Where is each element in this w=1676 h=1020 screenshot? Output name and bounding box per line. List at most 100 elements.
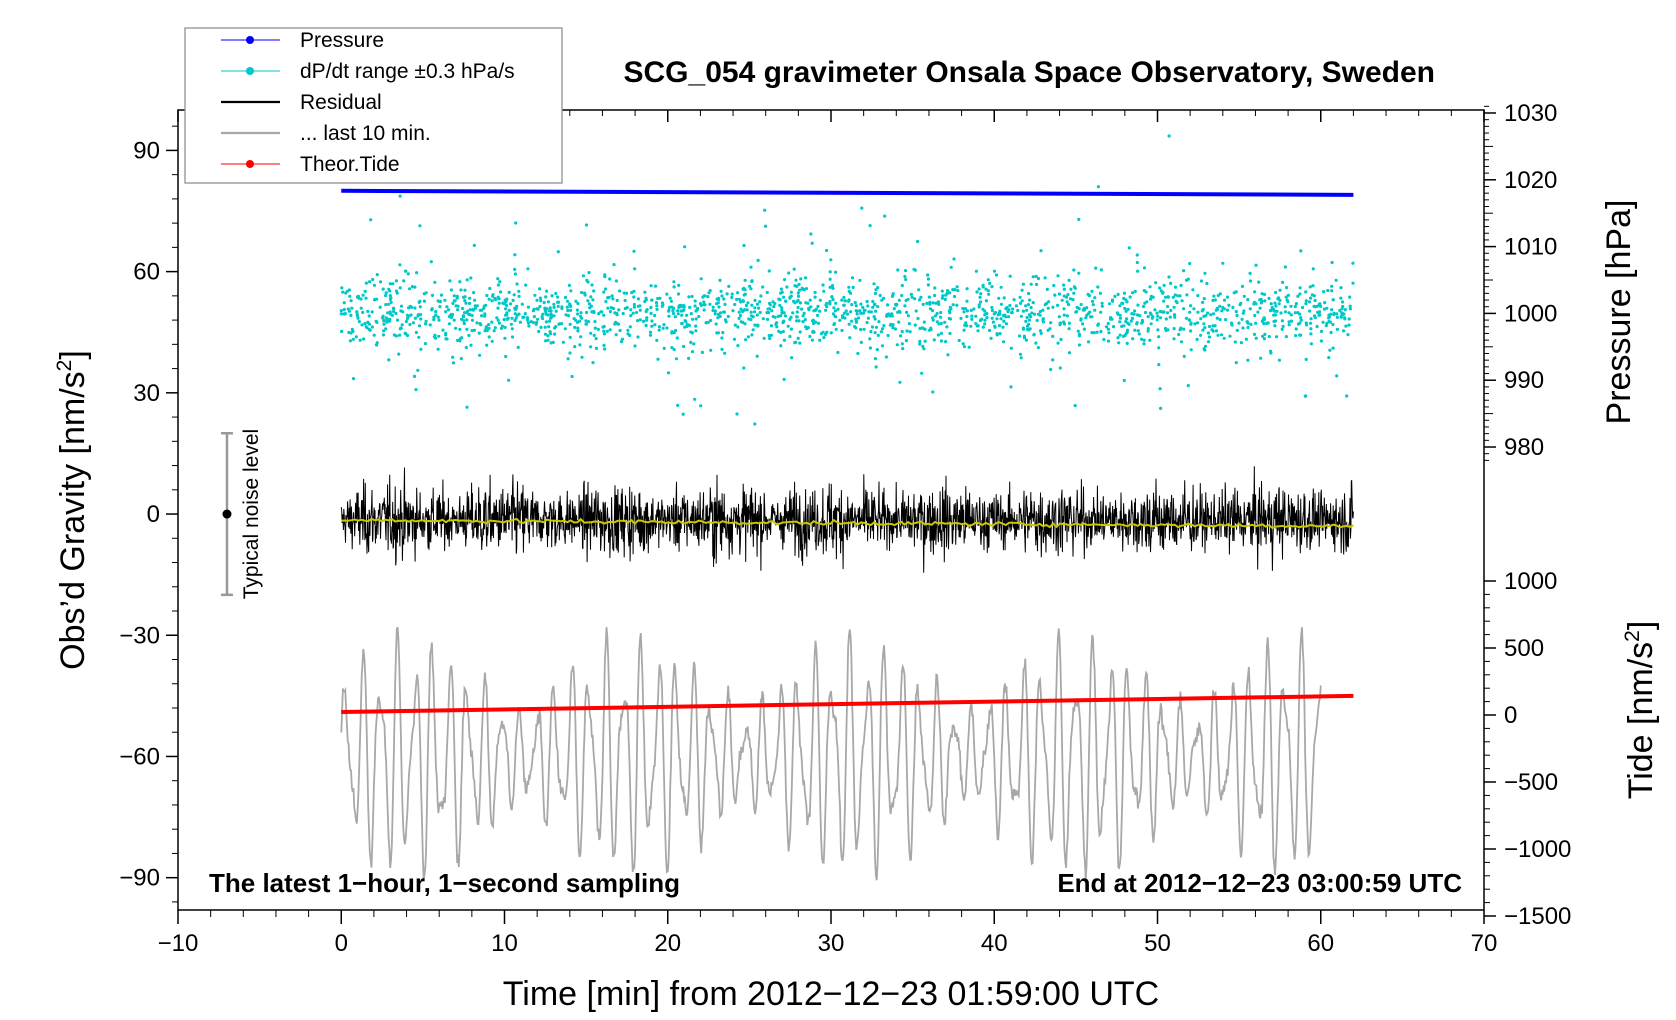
dpdt-point xyxy=(1144,290,1148,294)
dpdt-point xyxy=(1274,313,1278,317)
dpdt-point xyxy=(1173,285,1178,289)
dpdt-point xyxy=(737,316,741,320)
dpdt-point xyxy=(445,305,449,309)
dpdt-point xyxy=(986,289,990,293)
dpdt-point xyxy=(1274,290,1278,295)
dpdt-point xyxy=(985,316,989,320)
dpdt-point xyxy=(1239,341,1243,345)
tide-tick-label: 0 xyxy=(1504,702,1517,729)
dpdt-point xyxy=(792,299,796,303)
dpdt-point xyxy=(1018,334,1022,338)
dpdt-point xyxy=(545,289,549,293)
dpdt-point xyxy=(969,308,973,312)
dpdt-point xyxy=(576,326,580,330)
dpdt-point xyxy=(926,277,931,281)
dpdt-point xyxy=(668,305,672,309)
dpdt-point xyxy=(834,315,838,319)
dpdt-point xyxy=(429,260,433,264)
dpdt-point xyxy=(836,350,840,355)
dpdt-point xyxy=(676,309,680,313)
dpdt-point xyxy=(1338,309,1342,313)
dpdt-point xyxy=(645,316,649,320)
tide-tick-label: 500 xyxy=(1504,635,1544,662)
dpdt-point xyxy=(1316,310,1320,314)
dpdt-point xyxy=(1140,337,1144,341)
dpdt-point xyxy=(1106,339,1111,343)
dpdt-point xyxy=(891,323,895,327)
dpdt-point xyxy=(1018,295,1022,299)
dpdt-point xyxy=(743,278,747,282)
dpdt-point xyxy=(1312,314,1317,318)
dpdt-point xyxy=(919,295,923,299)
dpdt-point xyxy=(753,323,757,327)
dpdt-point xyxy=(1051,358,1055,362)
dpdt-point xyxy=(1246,298,1250,302)
dpdt-point xyxy=(1230,323,1234,327)
dpdt-point xyxy=(614,279,619,283)
dpdt-point xyxy=(1289,319,1294,323)
dpdt-point xyxy=(981,325,985,329)
dpdt-point xyxy=(937,302,941,306)
dpdt-point xyxy=(1011,307,1015,311)
dpdt-point xyxy=(1173,293,1177,297)
dpdt-point xyxy=(459,288,463,292)
dpdt-point xyxy=(977,287,981,291)
dpdt-point xyxy=(1218,317,1222,322)
dpdt-point xyxy=(1062,287,1066,291)
dpdt-point xyxy=(564,313,568,317)
dpdt-point xyxy=(965,299,969,303)
dpdt-point xyxy=(1127,246,1131,250)
dpdt-point xyxy=(475,321,479,325)
dpdt-point xyxy=(469,343,473,347)
dpdt-point xyxy=(513,272,518,276)
dpdt-point xyxy=(725,292,729,296)
dpdt-point xyxy=(1304,357,1308,361)
dpdt-point xyxy=(900,329,904,334)
dpdt-point xyxy=(340,329,344,333)
dpdt-point xyxy=(716,301,720,305)
dpdt-point xyxy=(665,326,669,330)
dpdt-point xyxy=(456,308,460,312)
dpdt-point xyxy=(456,304,460,308)
dpdt-point xyxy=(1261,334,1265,338)
dpdt-point xyxy=(687,323,692,327)
dpdt-point xyxy=(1079,302,1083,307)
dpdt-point xyxy=(707,291,711,295)
dpdt-point xyxy=(433,333,437,337)
dpdt-point xyxy=(650,298,654,302)
dpdt-point xyxy=(866,304,870,308)
dpdt-point xyxy=(1216,333,1220,337)
dpdt-point xyxy=(887,312,891,316)
dpdt-point xyxy=(1077,271,1081,275)
dpdt-point xyxy=(1328,320,1332,324)
dpdt-point xyxy=(444,331,448,335)
dpdt-point xyxy=(349,313,353,317)
dpdt-point xyxy=(791,311,795,315)
dpdt-point xyxy=(1347,317,1351,321)
dpdt-point xyxy=(984,287,988,291)
dpdt-point xyxy=(1069,287,1073,291)
dpdt-point xyxy=(774,322,778,326)
dpdt-point xyxy=(1004,307,1008,311)
dpdt-point xyxy=(828,277,832,281)
dpdt-point xyxy=(1340,311,1344,315)
dpdt-point xyxy=(654,301,659,305)
dpdt-point xyxy=(955,285,959,289)
dpdt-point xyxy=(626,328,630,332)
dpdt-point xyxy=(842,303,846,307)
dpdt-point xyxy=(1046,328,1050,332)
dpdt-point xyxy=(974,314,978,318)
dpdt-point xyxy=(370,325,374,329)
dpdt-point xyxy=(767,334,771,338)
dpdt-point xyxy=(884,355,889,359)
dpdt-point xyxy=(422,299,426,303)
dpdt-point xyxy=(544,320,549,324)
dpdt-point xyxy=(758,300,762,304)
dpdt-point xyxy=(1248,307,1252,311)
dpdt-point xyxy=(364,325,368,329)
dpdt-point xyxy=(961,342,965,346)
dpdt-point xyxy=(504,354,508,359)
dpdt-point xyxy=(574,299,578,303)
dpdt-point xyxy=(674,328,678,333)
dpdt-point xyxy=(437,318,441,322)
